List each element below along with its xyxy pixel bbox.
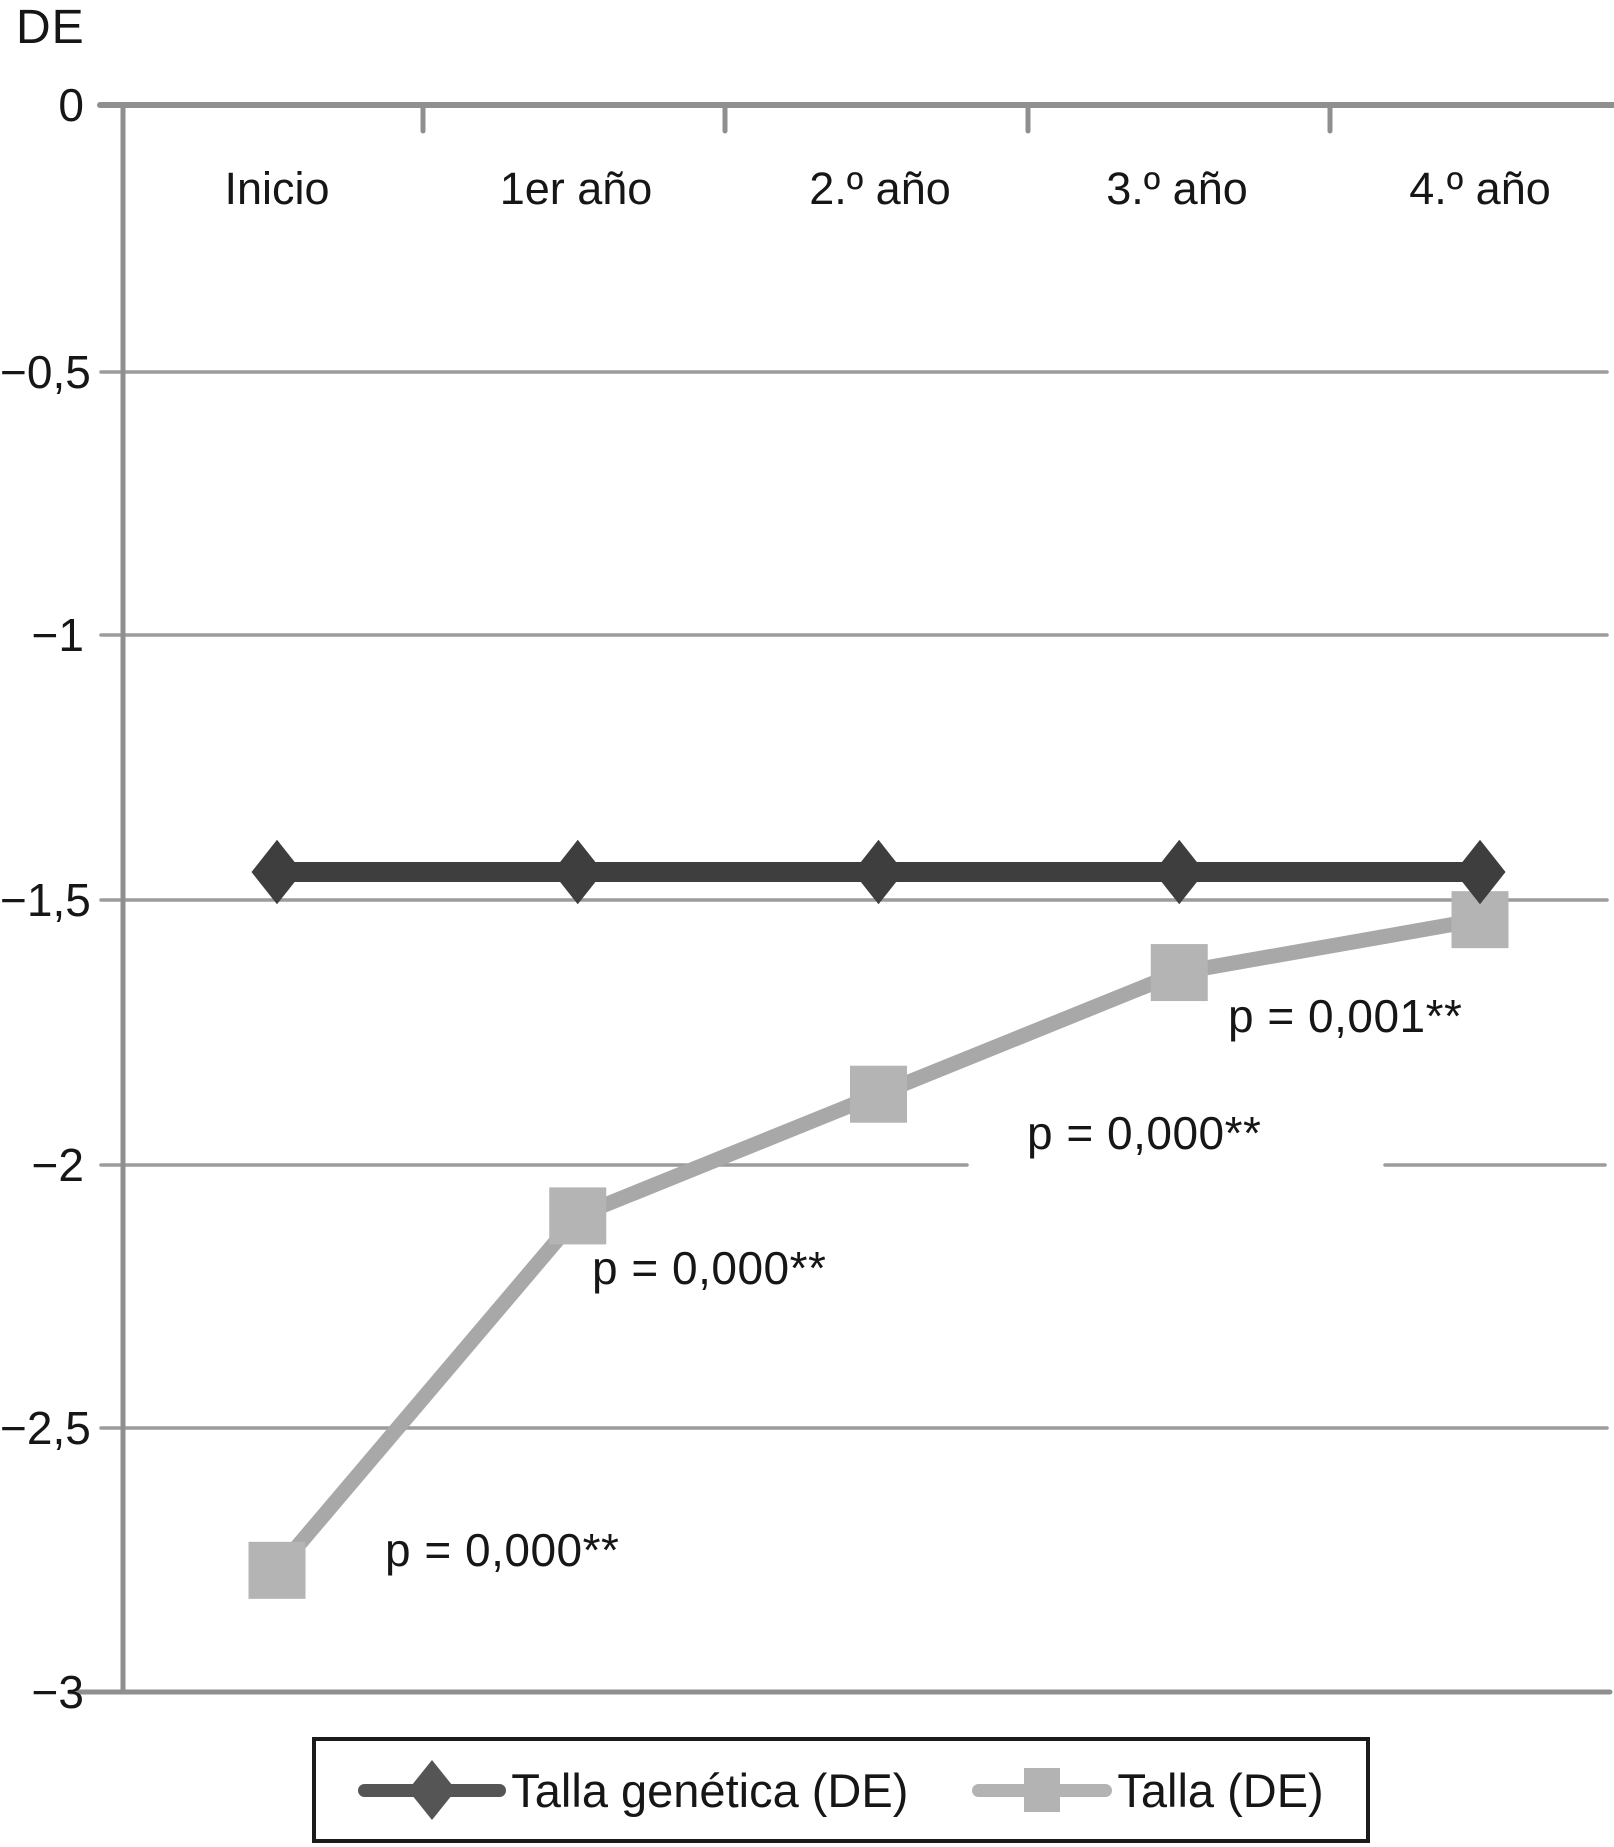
y-tick-label-25: −2,5 xyxy=(0,1402,91,1454)
x-category-label-4-ano: 4.º año xyxy=(1409,163,1551,214)
series-layer xyxy=(248,839,1509,1599)
legend-label-talla: Talla (DE) xyxy=(1117,1763,1324,1817)
diamond-data-marker xyxy=(852,839,905,905)
diamond-data-marker xyxy=(552,839,604,905)
x-axis-ticks xyxy=(420,104,1333,134)
square-data-marker xyxy=(1150,944,1208,1002)
square-data-marker xyxy=(248,1541,306,1599)
diamond-data-marker xyxy=(251,839,303,905)
gridlines xyxy=(99,370,1609,1430)
p-value-annotation-2: p = 0,000** xyxy=(592,1242,827,1294)
y-axis-title: DE xyxy=(16,1,85,54)
diamond-data-marker xyxy=(1153,839,1205,905)
p-value-annotation-3: p = 0,000** xyxy=(1027,1107,1262,1159)
y-tick-label-1: −1 xyxy=(31,609,84,661)
x-category-label-1er-ano: 1er año xyxy=(499,163,653,214)
diamond-marker-icon xyxy=(358,1759,507,1821)
y-tick-label-0: 0 xyxy=(58,79,84,131)
y-tick-label-2: −2 xyxy=(31,1139,84,1191)
x-category-label-inicio: Inicio xyxy=(224,163,330,214)
square-data-marker xyxy=(549,1187,607,1245)
y-tick-label-05: −0,5 xyxy=(0,346,91,398)
y-tick-label-15: −1,5 xyxy=(0,874,91,926)
x-category-label-3-ano: 3.º año xyxy=(1106,163,1248,214)
legend: Talla genética (DE) Talla (DE) xyxy=(312,1737,1370,1843)
p-value-annotation-1: p = 0,000** xyxy=(385,1524,620,1576)
x-category-label-2-ano: 2.º año xyxy=(809,163,951,214)
legend-label-talla-genetica: Talla genética (DE) xyxy=(511,1763,909,1817)
legend-item-talla-genetica: Talla genética (DE) xyxy=(358,1759,909,1821)
p-value-annotation-4: p = 0,001** xyxy=(1228,990,1463,1042)
y-tick-label-3: −3 xyxy=(31,1666,84,1718)
square-marker-icon xyxy=(972,1768,1113,1812)
legend-item-talla: Talla (DE) xyxy=(972,1763,1324,1818)
square-data-marker xyxy=(850,1065,907,1123)
